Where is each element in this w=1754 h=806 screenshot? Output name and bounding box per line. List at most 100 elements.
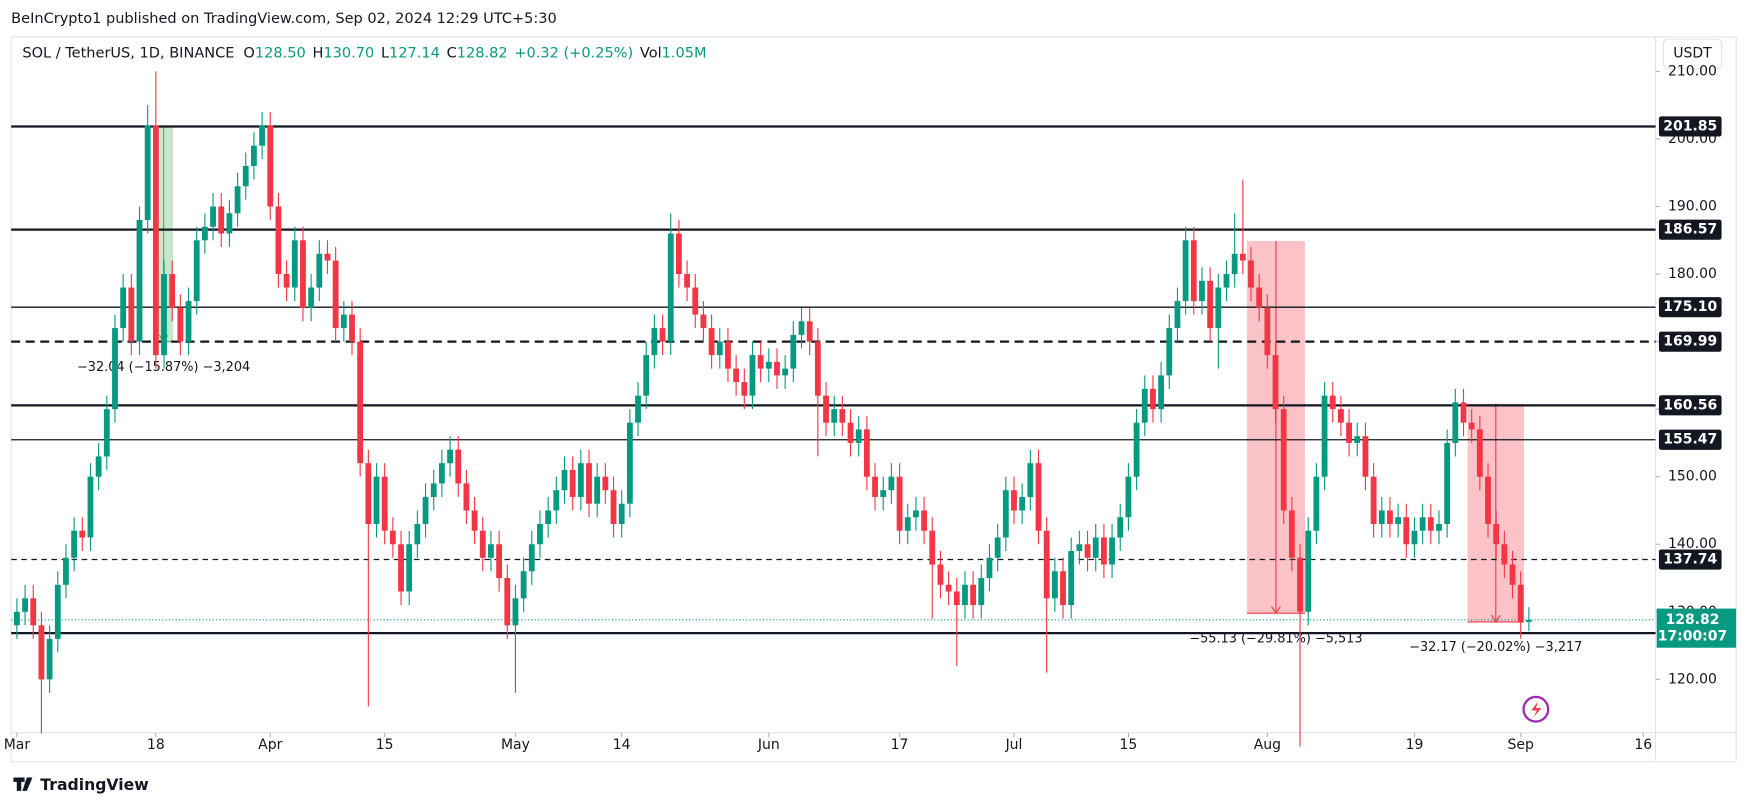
candle-body bbox=[414, 523, 421, 545]
candle-body bbox=[1436, 523, 1442, 531]
candle-body bbox=[136, 220, 143, 342]
level-tag bbox=[1658, 395, 1722, 416]
x-tick-label: 18 bbox=[147, 737, 165, 753]
x-tick-label: 15 bbox=[1120, 737, 1138, 753]
candle-body bbox=[1239, 253, 1246, 261]
candle-body bbox=[1117, 517, 1124, 538]
candle-body bbox=[87, 476, 94, 538]
candle-body bbox=[332, 260, 339, 329]
y-tick-label: 120.00 bbox=[1668, 671, 1717, 687]
candle-body bbox=[218, 206, 225, 234]
candle-body bbox=[1002, 490, 1009, 538]
candle-body bbox=[496, 544, 503, 579]
candle-body bbox=[1166, 328, 1173, 376]
candle-body bbox=[520, 571, 527, 599]
candle-body bbox=[1403, 517, 1410, 545]
candle-body bbox=[1158, 375, 1165, 410]
candle-body bbox=[1182, 240, 1189, 302]
y-tick-label: 180.00 bbox=[1668, 266, 1717, 282]
candle-body bbox=[896, 476, 903, 531]
candle-body bbox=[528, 544, 535, 572]
candle-body bbox=[479, 530, 486, 558]
candle-body bbox=[986, 557, 993, 579]
candle-body bbox=[602, 476, 609, 491]
x-tick-label: Jun bbox=[757, 737, 780, 753]
candle-body bbox=[1329, 395, 1336, 410]
low: 127.14 bbox=[389, 46, 440, 62]
candle-body bbox=[1256, 287, 1263, 308]
candle-body bbox=[1354, 436, 1361, 443]
candle-body bbox=[210, 206, 216, 227]
candle-body bbox=[675, 233, 682, 275]
candle-body bbox=[455, 449, 462, 484]
high: 130.70 bbox=[323, 46, 374, 62]
candle-body bbox=[921, 510, 928, 531]
x-tick-label: 16 bbox=[1634, 737, 1652, 753]
candle-body bbox=[1109, 537, 1115, 565]
level-label: 160.56 bbox=[1663, 397, 1717, 413]
volume: 1.05M bbox=[662, 46, 707, 62]
level-label: 201.85 bbox=[1663, 118, 1717, 134]
candle-body bbox=[1476, 429, 1483, 477]
alert-icon[interactable] bbox=[1522, 695, 1550, 723]
candle-body bbox=[373, 476, 380, 524]
candle-body bbox=[1370, 476, 1377, 524]
candle-body bbox=[1051, 571, 1058, 599]
candle-body bbox=[725, 341, 731, 369]
candle-body bbox=[962, 584, 968, 606]
candle-body bbox=[1305, 530, 1312, 612]
o-label: O bbox=[243, 46, 254, 62]
candle-body bbox=[929, 530, 936, 565]
level-tag bbox=[1658, 116, 1722, 137]
countdown: 17:00:07 bbox=[1658, 629, 1728, 645]
candle-body bbox=[855, 429, 862, 443]
vol-label: Vol bbox=[640, 46, 662, 62]
candle-body bbox=[1248, 260, 1254, 288]
candle-body bbox=[814, 341, 821, 396]
level-label: 169.99 bbox=[1663, 334, 1717, 350]
candle-body bbox=[700, 314, 707, 329]
candle-body bbox=[790, 334, 797, 369]
candle-body bbox=[1517, 584, 1524, 622]
candle-body bbox=[1199, 280, 1205, 302]
candle-body bbox=[1141, 388, 1148, 423]
candle-body bbox=[1411, 530, 1418, 545]
x-tick-label: 17 bbox=[891, 737, 909, 753]
candle-body bbox=[1460, 402, 1467, 423]
candle-body bbox=[1223, 274, 1230, 288]
candle-body bbox=[71, 530, 78, 558]
change: +0.32 (+0.25%) bbox=[514, 46, 633, 62]
candle-body bbox=[1174, 301, 1181, 329]
candle-body bbox=[169, 274, 176, 308]
currency-button[interactable] bbox=[1662, 38, 1723, 69]
candle-body bbox=[1387, 510, 1393, 524]
candle-body bbox=[545, 510, 552, 524]
candle-body bbox=[1419, 517, 1426, 531]
candle-body bbox=[308, 287, 315, 308]
published-note: BeInCrypto1 published on TradingView.com… bbox=[11, 11, 557, 27]
candle-body bbox=[953, 591, 960, 606]
candle-body bbox=[937, 564, 944, 585]
candle-body bbox=[1150, 388, 1156, 410]
candle-body bbox=[1207, 280, 1214, 329]
candle-body bbox=[823, 395, 829, 423]
c-label: C bbox=[447, 46, 457, 62]
candle-body bbox=[708, 328, 715, 356]
candle-body bbox=[128, 287, 135, 342]
candle-body bbox=[1378, 510, 1385, 524]
close: 128.82 bbox=[457, 46, 508, 62]
symbol: SOL / TetherUS, 1D, BINANCE bbox=[22, 46, 234, 62]
x-tick-label: 15 bbox=[376, 737, 394, 753]
candle-body bbox=[1444, 442, 1451, 524]
candle-body bbox=[1264, 307, 1271, 356]
currency[interactable]: USDT bbox=[1673, 46, 1712, 62]
brand-logo bbox=[13, 777, 33, 791]
candle-body bbox=[349, 314, 355, 342]
candle-body bbox=[994, 537, 1001, 558]
candle-body bbox=[406, 544, 413, 592]
h-label: H bbox=[312, 46, 323, 62]
candle-body bbox=[1452, 402, 1459, 443]
candle-body bbox=[120, 287, 127, 329]
last-price-tag bbox=[1656, 608, 1737, 648]
x-tick-label: Mar bbox=[4, 737, 31, 753]
